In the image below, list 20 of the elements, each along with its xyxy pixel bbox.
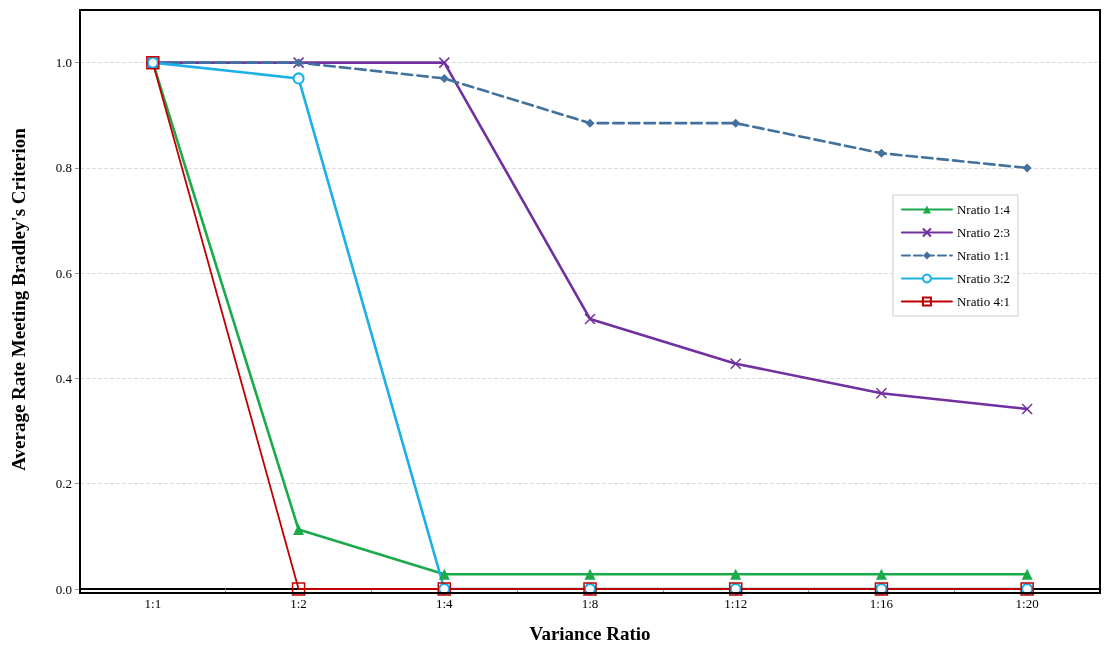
legend-label: Nratio 4:1 xyxy=(956,294,1011,309)
y-tick-label: 0.6 xyxy=(55,265,73,281)
legend-label: Nratio 2:3 xyxy=(956,225,1011,240)
x-tick-label: 1:12 xyxy=(724,596,748,611)
y-tick-label: 0.8 xyxy=(55,160,72,176)
x-tick-label: 1:1 xyxy=(144,596,162,611)
y-tick-label: 0.2 xyxy=(55,476,72,492)
x-tick-label: 1:2 xyxy=(290,596,307,611)
x-tick-label: 1:20 xyxy=(1015,596,1039,611)
x-axis-title: Variance Ratio xyxy=(529,623,651,644)
legend-label: Nratio 1:4 xyxy=(956,202,1011,217)
x-tick-label: 1:4 xyxy=(435,596,454,611)
y-tick-label: 0.4 xyxy=(55,370,73,386)
y-tick-label: 0.0 xyxy=(55,581,72,597)
x-tick-label: 1:8 xyxy=(581,596,599,611)
y-axis-title: Average Rate Meeting Bradley's Criterion xyxy=(8,127,29,471)
y-tick-label: 1.0 xyxy=(55,55,72,71)
legend-label: Nratio 1:1 xyxy=(956,248,1011,263)
legend-label: Nratio 3:2 xyxy=(956,271,1011,286)
x-tick-label: 1:16 xyxy=(869,596,894,611)
